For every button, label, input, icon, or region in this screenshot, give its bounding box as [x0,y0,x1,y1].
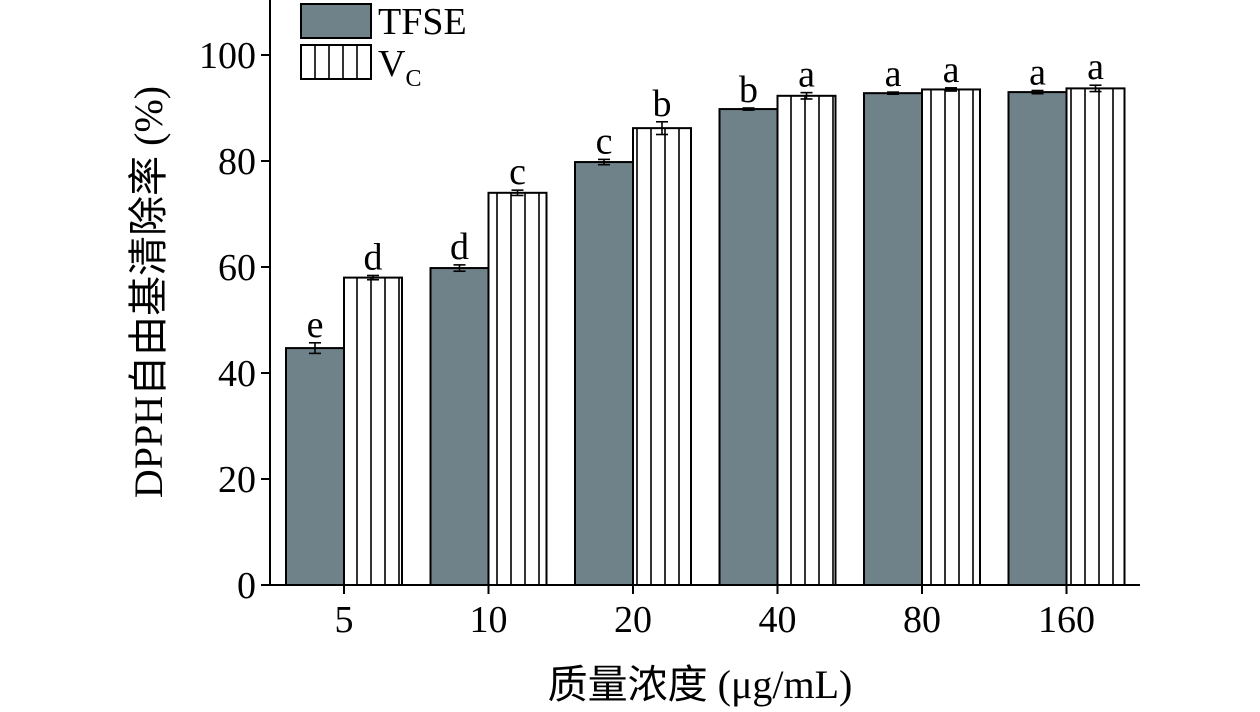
bar-tfse-160 [1007,91,1068,586]
x-tick-label: 10 [470,599,508,641]
significance-letter: b [653,83,672,125]
x-tick-label: 80 [903,599,941,641]
y-tick-label: 40 [218,353,256,395]
bar-tfse-5 [285,347,345,586]
bar-vc-20 [632,127,692,586]
significance-letter: a [798,54,815,96]
y-tick-label: 80 [218,141,256,183]
bar-tfse-80 [863,92,923,586]
legend-swatch-tfse [300,3,372,39]
x-tick-label: 20 [614,599,652,641]
significance-letter: d [364,236,383,278]
bar-vc-10 [487,191,548,587]
significance-letter: b [739,69,758,111]
y-tick-label: 100 [199,35,256,77]
bar-tfse-20 [574,161,634,586]
y-ticks: 0 20 40 60 80 100 [199,35,270,607]
significance-letter: c [596,120,613,162]
significance-letter: a [1087,46,1104,88]
x-tick-label: 160 [1038,599,1095,641]
bar-vc-160 [1065,87,1126,586]
bar-vc-80 [921,88,981,586]
legend: TFSE VC [300,1,467,92]
bar-tfse-40 [718,108,779,586]
bar-vc-40 [776,94,837,586]
legend-label-vc-main: V [378,43,406,85]
x-tick-label: 5 [335,599,354,641]
significance-letter: d [450,226,469,268]
y-axis-title: DPPH自由基清除率 (%) [126,86,171,498]
significance-letter: a [885,53,902,95]
significance-letter: c [509,151,526,193]
bar-vc-5 [343,276,403,586]
y-tick-label: 20 [218,459,256,501]
legend-label-vc: VC [378,43,421,92]
significance-letter: a [943,49,960,91]
x-axis-title: 质量浓度 (μg/mL) [548,662,853,707]
legend-swatch-vc [300,44,372,80]
y-tick-label: 0 [237,565,256,607]
x-tick-label: 40 [759,599,797,641]
x-ticks: 5 10 20 40 80 160 [335,585,1095,641]
y-tick-label: 60 [218,247,256,289]
bar-tfse-10 [429,267,490,586]
legend-label-vc-sub: C [405,66,421,92]
significance-letter: a [1029,52,1046,94]
significance-letter: e [307,304,324,346]
legend-label-tfse: TFSE [378,1,467,43]
